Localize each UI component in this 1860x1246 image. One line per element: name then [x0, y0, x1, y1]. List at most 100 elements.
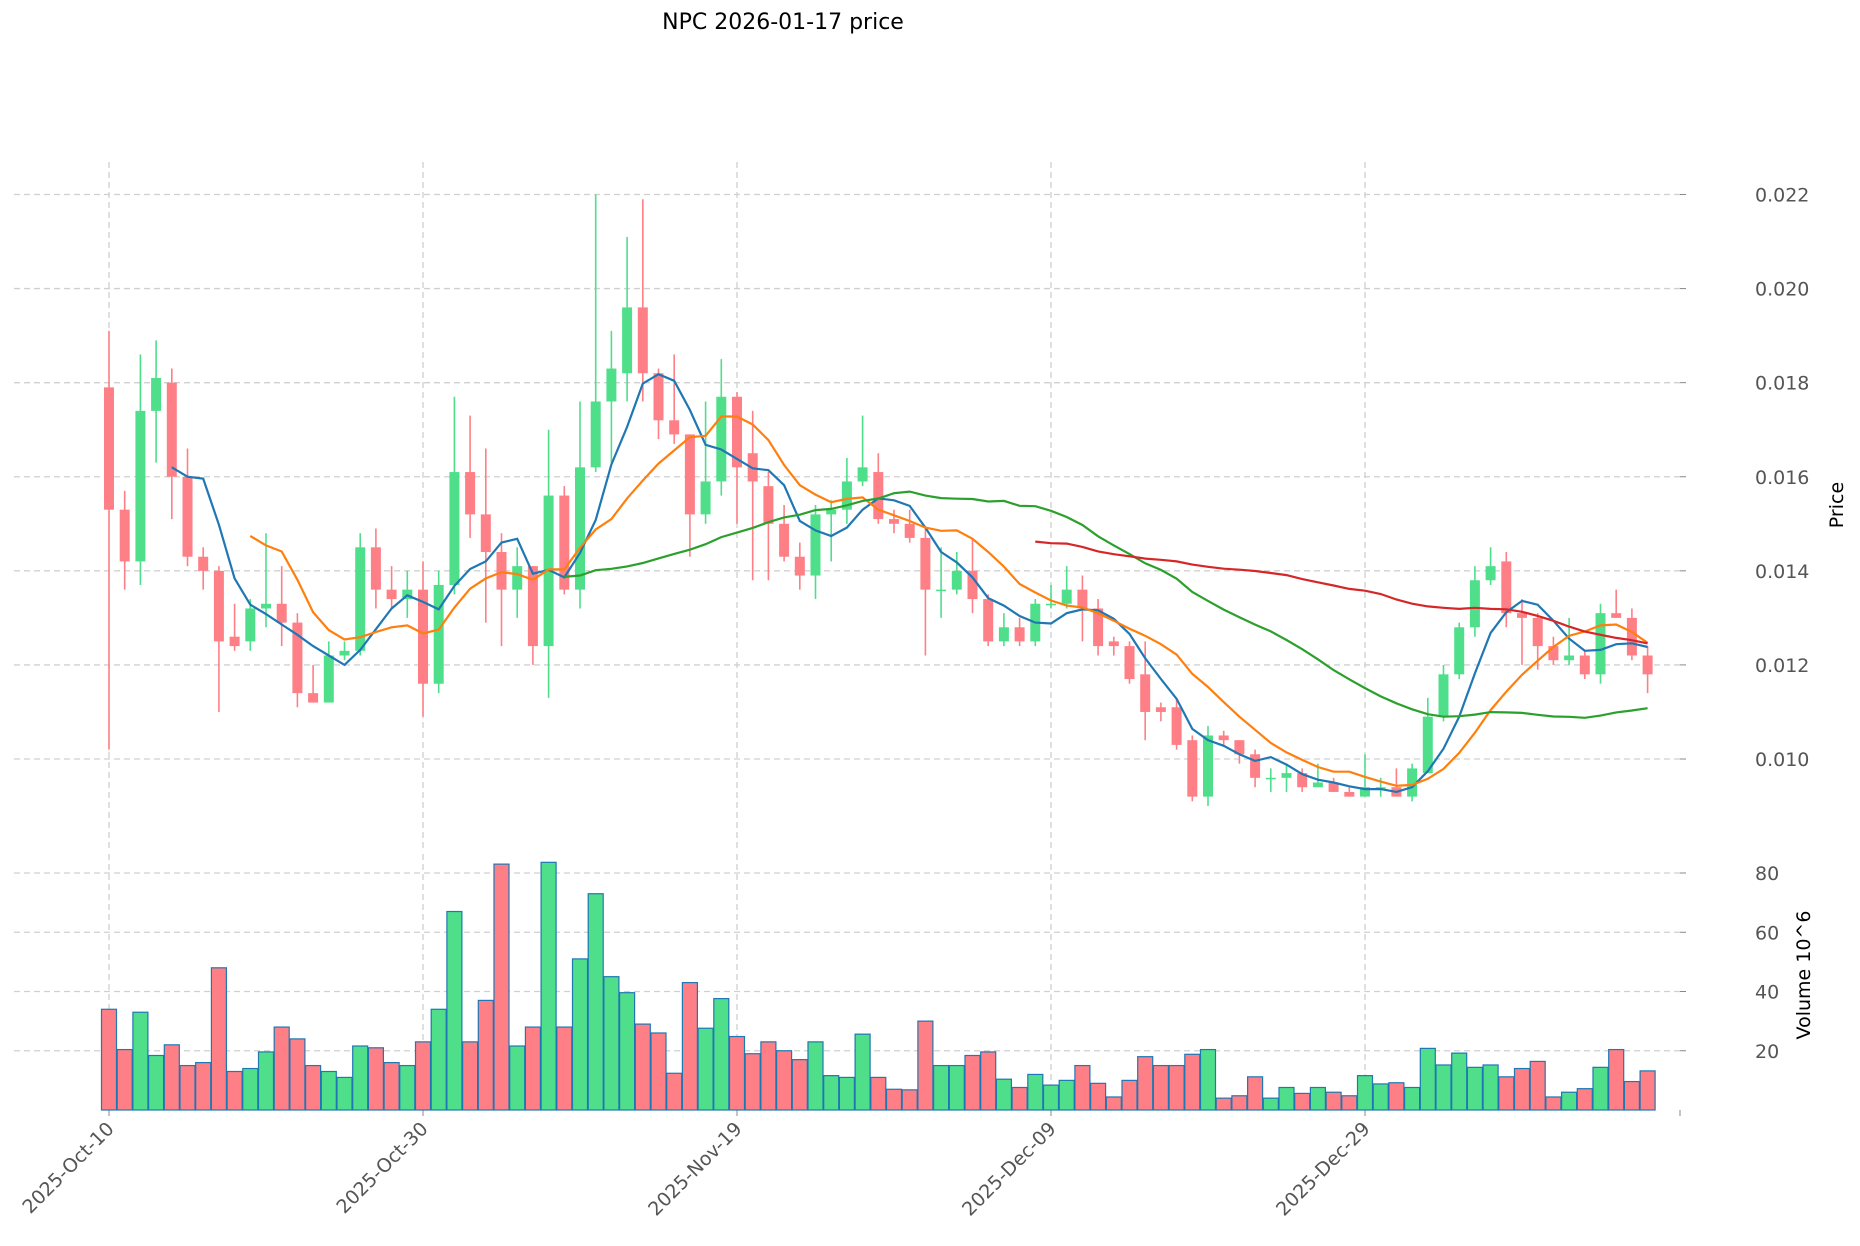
candle	[684, 434, 695, 557]
candle-body-down	[166, 382, 177, 477]
volume-bar	[728, 1035, 746, 1111]
volume-bar	[838, 1076, 856, 1111]
candle-body-down	[1140, 674, 1151, 712]
candle-body-up	[135, 410, 146, 562]
candle-body-down	[496, 552, 507, 590]
candle-body-down	[370, 547, 381, 590]
chart-title: NPC 2026-01-17 price	[662, 10, 904, 35]
candle	[606, 330, 617, 463]
volume-bar	[195, 1061, 212, 1111]
candle-body-down	[1077, 589, 1088, 609]
candle-body-down	[1517, 613, 1527, 618]
candle-body-down	[1250, 754, 1261, 778]
candle	[1485, 547, 1496, 585]
volume-bar	[917, 1020, 934, 1111]
moving-average-30-line	[564, 490, 1648, 719]
candle	[339, 641, 350, 661]
candle	[1548, 636, 1559, 665]
candle-body-up	[1564, 655, 1575, 661]
volume-bar	[1451, 1052, 1468, 1111]
candle-body-up	[1046, 603, 1056, 606]
candle	[370, 528, 381, 609]
candle	[1595, 603, 1606, 684]
volume-bar	[681, 982, 699, 1111]
volume-bar	[367, 1047, 384, 1111]
price-tick-label: 0.012	[1755, 655, 1809, 677]
candle-body-down	[637, 307, 648, 374]
volume-bar	[1184, 1053, 1201, 1111]
candle	[669, 354, 680, 444]
volume-tick-label: 40	[1755, 982, 1779, 1004]
volume-bar	[257, 1051, 275, 1111]
candle-body-up	[1375, 787, 1386, 789]
volume-bar	[1498, 1076, 1515, 1111]
candle	[920, 528, 931, 656]
volume-bar	[634, 1023, 651, 1111]
candle	[480, 448, 491, 623]
candle	[465, 415, 476, 538]
volume-axis-label: Volume 10^6	[1793, 911, 1815, 1040]
volume-bar	[1152, 1064, 1170, 1111]
candle-body-up	[1061, 589, 1072, 604]
volume-bar	[430, 1008, 447, 1111]
candle-body-down	[480, 514, 491, 553]
candle-body-up	[1281, 773, 1292, 778]
candle-body-down	[1124, 646, 1135, 680]
volume-bar	[603, 976, 620, 1111]
candle	[1061, 566, 1072, 609]
candle-body-down	[1093, 608, 1104, 647]
candle-body-up	[1312, 782, 1323, 788]
candle	[857, 415, 868, 487]
candle-body-down	[1297, 773, 1308, 788]
price-tick-label: 0.022	[1755, 185, 1809, 207]
x-tick-label: 2025-Nov-19	[644, 1118, 746, 1220]
volume-tick-label: 60	[1755, 922, 1779, 944]
candle-body-down	[182, 476, 193, 557]
candle-body-up	[936, 589, 947, 592]
volume-bar	[1513, 1067, 1531, 1111]
volume-bar	[383, 1061, 400, 1111]
candle-body-down	[308, 693, 319, 703]
candle	[1046, 584, 1056, 609]
candle-body-up	[951, 570, 962, 590]
volume-bar	[618, 992, 636, 1111]
candle	[496, 533, 507, 647]
volume-bar	[1215, 1097, 1232, 1111]
volume-bar	[179, 1064, 196, 1111]
candle-body-down	[119, 509, 130, 562]
volume-bar	[964, 1054, 981, 1111]
volume-bar	[509, 1045, 526, 1111]
candle-body-down	[904, 523, 915, 538]
candle-body-down	[1579, 655, 1590, 675]
candle	[292, 613, 303, 708]
volume-bar	[1388, 1082, 1405, 1111]
candle	[1297, 768, 1308, 792]
candle-body-down	[1171, 707, 1182, 745]
candle	[1422, 697, 1433, 774]
candle-body-down	[983, 599, 994, 642]
candle	[951, 552, 962, 595]
candle	[261, 533, 271, 628]
candle-body-up	[590, 401, 601, 468]
volume-tick-label: 20	[1755, 1041, 1779, 1063]
candle	[1265, 768, 1276, 792]
candle-body-up	[575, 467, 585, 590]
candle-body-up	[1422, 716, 1433, 774]
candle	[433, 570, 444, 694]
volume-bar	[242, 1067, 259, 1111]
candle-body-up	[810, 514, 821, 576]
candle	[323, 641, 334, 703]
candle	[512, 547, 523, 618]
candle	[1438, 664, 1449, 722]
candle	[213, 566, 224, 712]
volume-bar	[210, 967, 227, 1111]
volume-bar	[1482, 1064, 1499, 1111]
candle	[590, 194, 601, 473]
volume-bar	[1372, 1083, 1389, 1111]
candle-body-up	[1360, 787, 1370, 797]
volume-bar	[1623, 1080, 1641, 1111]
candle-body-up	[323, 655, 334, 703]
volume-bar	[587, 893, 604, 1111]
volume-bar	[744, 1053, 761, 1111]
